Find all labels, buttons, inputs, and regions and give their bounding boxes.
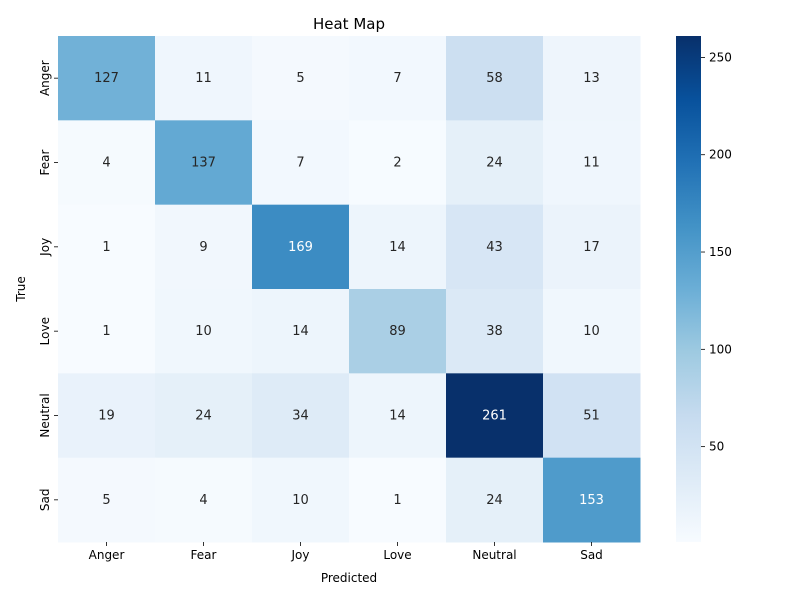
cell-value-label: 89: [389, 324, 406, 339]
colorbar-tick-label: 100: [709, 342, 732, 356]
cell-value-label: 38: [486, 324, 503, 339]
heatmap-cell: [58, 457, 156, 543]
cell-value-label: 7: [296, 156, 304, 171]
heatmap-cell: [155, 373, 253, 459]
cell-value-label: 7: [393, 71, 401, 86]
chart-title: Heat Map: [313, 15, 385, 33]
x-tick-label: Anger: [89, 548, 125, 562]
heatmap-cell: [252, 36, 350, 121]
cell-value-label: 261: [482, 409, 507, 424]
cell-value-label: 169: [288, 240, 313, 255]
y-axis: Anger Fear Joy Love Neutral Sad: [38, 60, 58, 511]
heatmap-cell: [543, 204, 641, 290]
cell-value-label: 34: [292, 409, 309, 424]
colorbar: 50 100 150 200 250: [676, 36, 732, 542]
y-tick-label: Love: [38, 317, 52, 345]
cell-value-label: 51: [583, 409, 600, 424]
colorbar-gradient: [676, 36, 701, 542]
heatmap-cell: [155, 204, 253, 290]
x-tick-label: Fear: [191, 548, 217, 562]
cell-value-label: 4: [102, 156, 110, 171]
cell-value-label: 24: [486, 156, 503, 171]
heatmap-cell: [252, 120, 350, 206]
heatmap-cell: [58, 204, 156, 290]
colorbar-tick-label: 250: [709, 50, 732, 64]
y-tick-label: Joy: [38, 238, 52, 257]
cell-value-label: 1: [102, 240, 110, 255]
heatmap-cell: [349, 373, 447, 459]
heatmap-cell: [155, 289, 253, 374]
x-tick-label: Sad: [580, 548, 603, 562]
heatmap-cell: [252, 204, 350, 290]
heatmap-cell: [349, 204, 447, 290]
cell-value-label: 43: [486, 240, 503, 255]
heatmap-cell: [58, 120, 156, 206]
heatmap-cell: [155, 36, 253, 121]
colorbar-tick-label: 50: [709, 440, 724, 454]
heatmap-cell: [543, 289, 641, 374]
cell-value-label: 10: [195, 324, 212, 339]
x-tick-label: Neutral: [472, 548, 516, 562]
heatmap-cell: [349, 457, 447, 543]
cell-value-label: 4: [199, 493, 207, 508]
heatmap-cell: [543, 457, 641, 543]
heatmap-cell: [252, 373, 350, 459]
cell-value-label: 24: [195, 409, 212, 424]
heatmap-cell: [446, 289, 544, 374]
y-tick-label: Anger: [38, 60, 52, 96]
y-tick-label: Fear: [38, 149, 52, 175]
cell-value-label: 24: [486, 493, 503, 508]
cell-value-label: 5: [296, 71, 304, 86]
cell-value-label: 137: [191, 156, 216, 171]
x-tick-label: Joy: [291, 548, 310, 562]
x-tick-label: Love: [383, 548, 411, 562]
heatmap-cell: [349, 120, 447, 206]
heatmap-cells: 127 11 5 7 58 134 137 7 2 24 111 9 169 14 43 171 10 14 89 3…: [58, 36, 641, 543]
heatmap-cell: [252, 289, 350, 374]
cell-value-label: 2: [393, 156, 401, 171]
heatmap-cell: [349, 36, 447, 121]
x-axis-label: Predicted: [321, 571, 377, 585]
heatmap-cell: [446, 204, 544, 290]
cell-value-label: 19: [98, 409, 115, 424]
cell-value-label: 10: [583, 324, 600, 339]
cell-value-label: 5: [102, 493, 110, 508]
cell-value-label: 58: [486, 71, 503, 86]
cell-value-label: 11: [195, 71, 212, 86]
cell-value-label: 1: [102, 324, 110, 339]
heatmap-cell: [446, 36, 544, 121]
heatmap-cell: [349, 289, 447, 374]
heatmap-cell: [155, 120, 253, 206]
y-tick-label: Sad: [38, 489, 52, 512]
cell-value-label: 153: [579, 493, 604, 508]
colorbar-tick-label: 200: [709, 148, 732, 162]
heatmap-cell: [252, 457, 350, 543]
heatmap-cell: [58, 36, 156, 121]
cell-value-label: 127: [94, 71, 119, 86]
cell-value-label: 14: [292, 324, 309, 339]
cell-value-label: 9: [199, 240, 207, 255]
cell-value-label: 13: [583, 71, 600, 86]
heatmap-cell: [543, 373, 641, 459]
cell-value-label: 11: [583, 156, 600, 171]
heatmap-cell: [58, 373, 156, 459]
cell-value-label: 14: [389, 240, 406, 255]
heatmap-cell: [446, 373, 544, 459]
heatmap-cell: [446, 120, 544, 206]
colorbar-tick-label: 150: [709, 245, 732, 259]
heatmap-cell: [446, 457, 544, 543]
cell-value-label: 17: [583, 240, 600, 255]
heatmap-cell: [543, 36, 641, 121]
x-axis: Anger Fear Joy Love Neutral Sad: [89, 542, 603, 562]
cell-value-label: 1: [393, 493, 401, 508]
heatmap-cell: [543, 120, 641, 206]
cell-value-label: 14: [389, 409, 406, 424]
heatmap-cell: [155, 457, 253, 543]
cell-value-label: 10: [292, 493, 309, 508]
y-axis-label: True: [14, 276, 28, 303]
heatmap-cell: [58, 289, 156, 374]
y-tick-label: Neutral: [38, 393, 52, 437]
